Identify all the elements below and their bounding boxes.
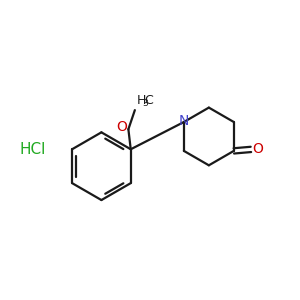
Text: O: O bbox=[252, 142, 263, 156]
Text: 3: 3 bbox=[142, 99, 148, 108]
Text: C: C bbox=[145, 94, 153, 106]
Text: O: O bbox=[116, 120, 127, 134]
Text: N: N bbox=[179, 114, 189, 128]
Text: H: H bbox=[136, 94, 146, 106]
Text: HCl: HCl bbox=[19, 142, 45, 158]
